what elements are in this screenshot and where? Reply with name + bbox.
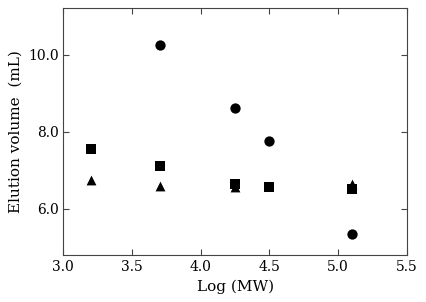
Point [87, 146, 94, 151]
Point [232, 185, 239, 190]
X-axis label: Log (MW): Log (MW) [196, 279, 273, 294]
Point [266, 139, 273, 144]
Point [348, 187, 355, 192]
Point [348, 181, 355, 186]
Point [87, 177, 94, 182]
Y-axis label: Elution volume  (mL): Elution volume (mL) [9, 50, 22, 213]
Point [348, 231, 355, 236]
Point [232, 106, 239, 111]
Point [156, 183, 163, 188]
Point [156, 43, 163, 47]
Point [156, 164, 163, 169]
Point [232, 181, 239, 186]
Point [266, 185, 273, 190]
